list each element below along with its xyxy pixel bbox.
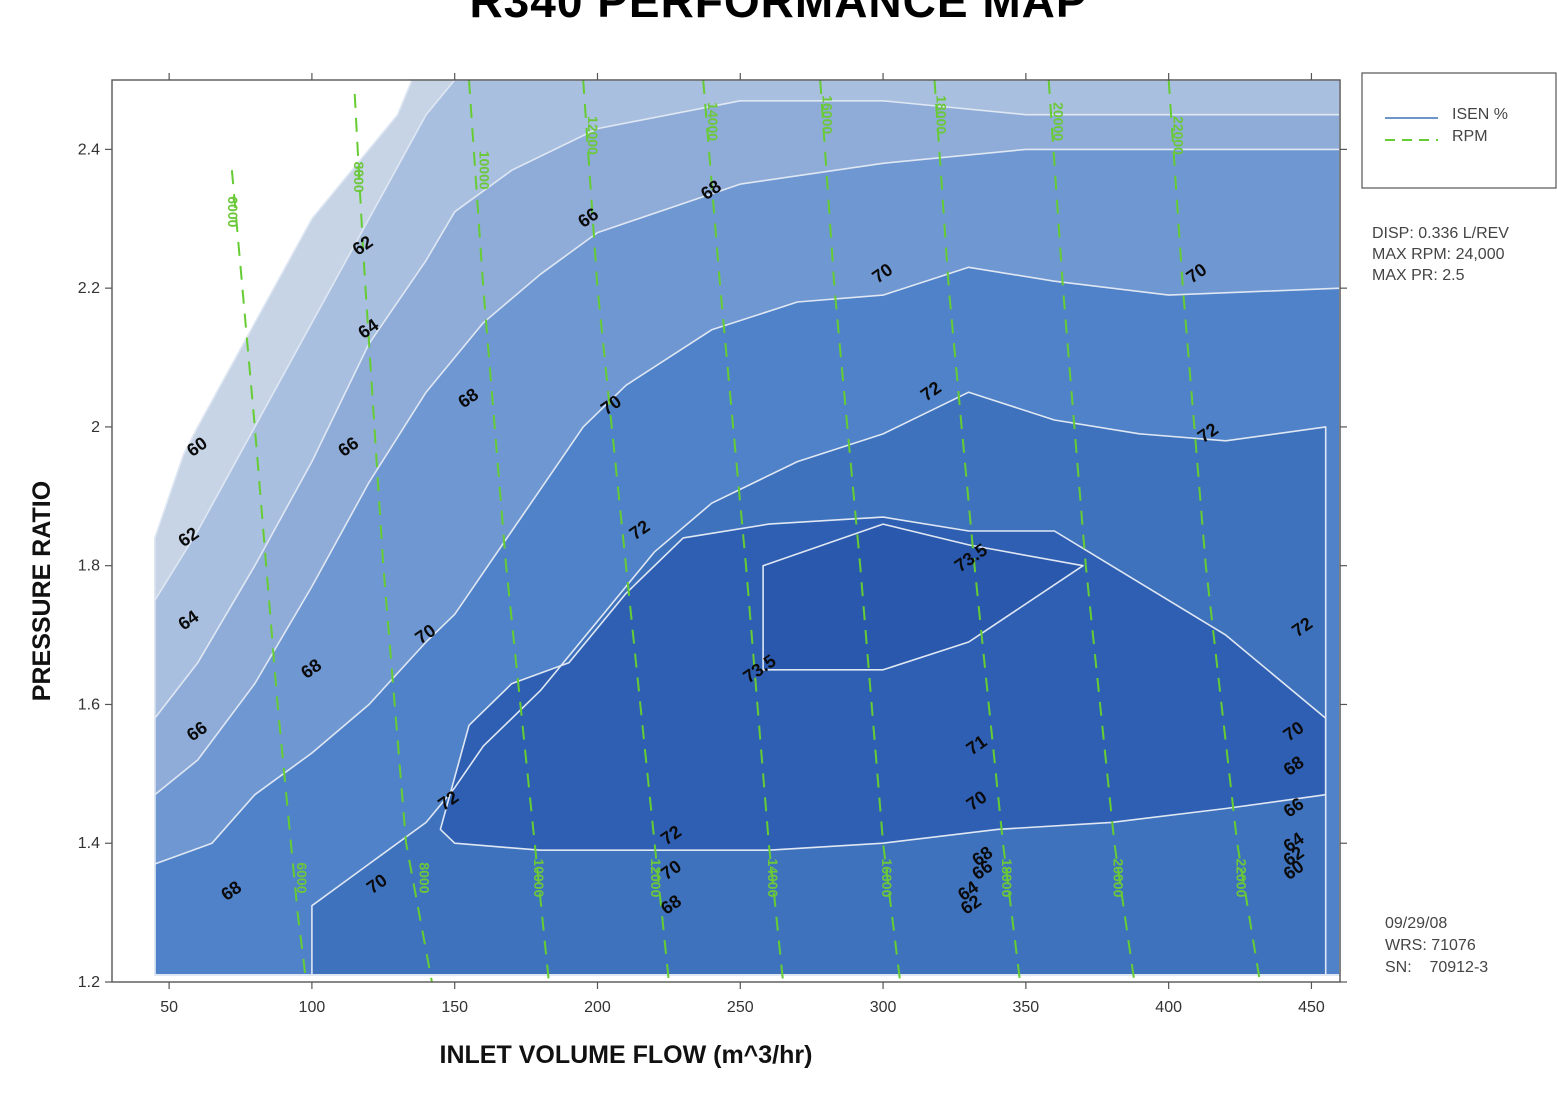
y-tick-label: 2	[91, 419, 100, 436]
chart-info: DISP: 0.336 L/REV MAX RPM: 24,000 MAX PR…	[1372, 225, 1509, 976]
rpm-label: 20000	[1051, 102, 1067, 141]
info-disp: DISP: 0.336 L/REV	[1372, 225, 1509, 242]
contour-line-4	[154, 148, 1341, 976]
info-max-rpm: MAX RPM: 24,000	[1372, 246, 1505, 263]
rpm-label: 22000	[1233, 858, 1249, 897]
legend-isen-label: ISEN %	[1452, 106, 1508, 123]
rpm-line-20000	[1047, 79, 1136, 983]
x-tick-label: 150	[441, 999, 468, 1016]
rpm-label: 10000	[531, 858, 547, 897]
rpm-label: 16000	[819, 95, 835, 134]
rpm-label: 16000	[879, 858, 895, 897]
contour-regions	[154, 80, 1340, 976]
rpm-label: 8000	[351, 162, 367, 193]
info-max-pr: MAX PR: 2.5	[1372, 267, 1465, 284]
y-tick-label: 1.8	[78, 558, 100, 575]
rpm-line-18000	[933, 79, 1022, 983]
y-axis-title: PRESSURE RATIO	[28, 481, 56, 701]
rpm-label: 20000	[1111, 858, 1127, 897]
rpm-lines	[230, 79, 1261, 983]
y-tick-label: 1.6	[78, 696, 100, 713]
contour-line-5	[154, 266, 1341, 976]
rpm-line-10000	[468, 79, 550, 983]
x-tick-label: 350	[1013, 999, 1040, 1016]
contour-region-8	[763, 524, 1083, 670]
contour-region-7	[440, 517, 1326, 851]
x-axis-title: INLET VOLUME FLOW (m^3/hr)	[440, 1041, 813, 1069]
rpm-label: 12000	[648, 858, 664, 897]
rpm-label: 14000	[705, 102, 721, 141]
rpm-line-14000	[702, 79, 785, 983]
rpm-label: 6000	[294, 862, 310, 893]
rpm-label: 10000	[477, 151, 493, 190]
rpm-line-8000	[353, 93, 433, 983]
y-tick-label: 1.4	[78, 835, 100, 852]
rpm-line-22000	[1167, 79, 1261, 983]
x-tick-label: 200	[584, 999, 611, 1016]
contour-line-3	[154, 100, 1341, 976]
x-tick-label: 400	[1155, 999, 1182, 1016]
rpm-label: 8000	[417, 862, 433, 893]
x-tick-label: 250	[727, 999, 754, 1016]
x-tick-label: 100	[299, 999, 326, 1016]
rpm-label: 22000	[1171, 116, 1187, 155]
rpm-label: 12000	[585, 116, 601, 155]
y-tick-label: 1.2	[78, 974, 100, 991]
rpm-label: 6000	[225, 196, 241, 227]
legend-box	[1361, 72, 1557, 189]
contour-line-7	[439, 516, 1327, 852]
footer-wrs: WRS: 71076	[1385, 937, 1476, 954]
x-tick-label: 300	[870, 999, 897, 1016]
axes: 50 100 150 200 250 300 350 400 4501.21.41.61.822…	[28, 73, 1347, 1069]
rpm-line-12000	[582, 79, 670, 983]
contour-line-6	[311, 391, 1327, 976]
contour-lines	[154, 79, 1341, 976]
chart-title: R340 PERFORMANCE MAP	[469, 0, 1088, 27]
rpm-label: 14000	[765, 858, 781, 897]
y-tick-label: 2.2	[78, 280, 100, 297]
rpm-label: 18000	[933, 95, 949, 134]
rpm-label: 18000	[999, 858, 1015, 897]
plot-frame	[111, 79, 1341, 983]
x-tick-label: 50	[160, 999, 178, 1016]
y-tick-label: 2.4	[78, 141, 100, 158]
legend-rpm-label: RPM	[1452, 128, 1488, 145]
contour-line-8	[762, 523, 1084, 671]
footer-sn: SN: 70912-3	[1385, 959, 1488, 976]
footer-date: 09/29/08	[1385, 915, 1447, 932]
x-tick-label: 450	[1298, 999, 1325, 1016]
rpm-line-6000	[230, 170, 308, 983]
rpm-line-16000	[819, 79, 902, 983]
legend: ISEN % RPM	[1361, 72, 1557, 189]
